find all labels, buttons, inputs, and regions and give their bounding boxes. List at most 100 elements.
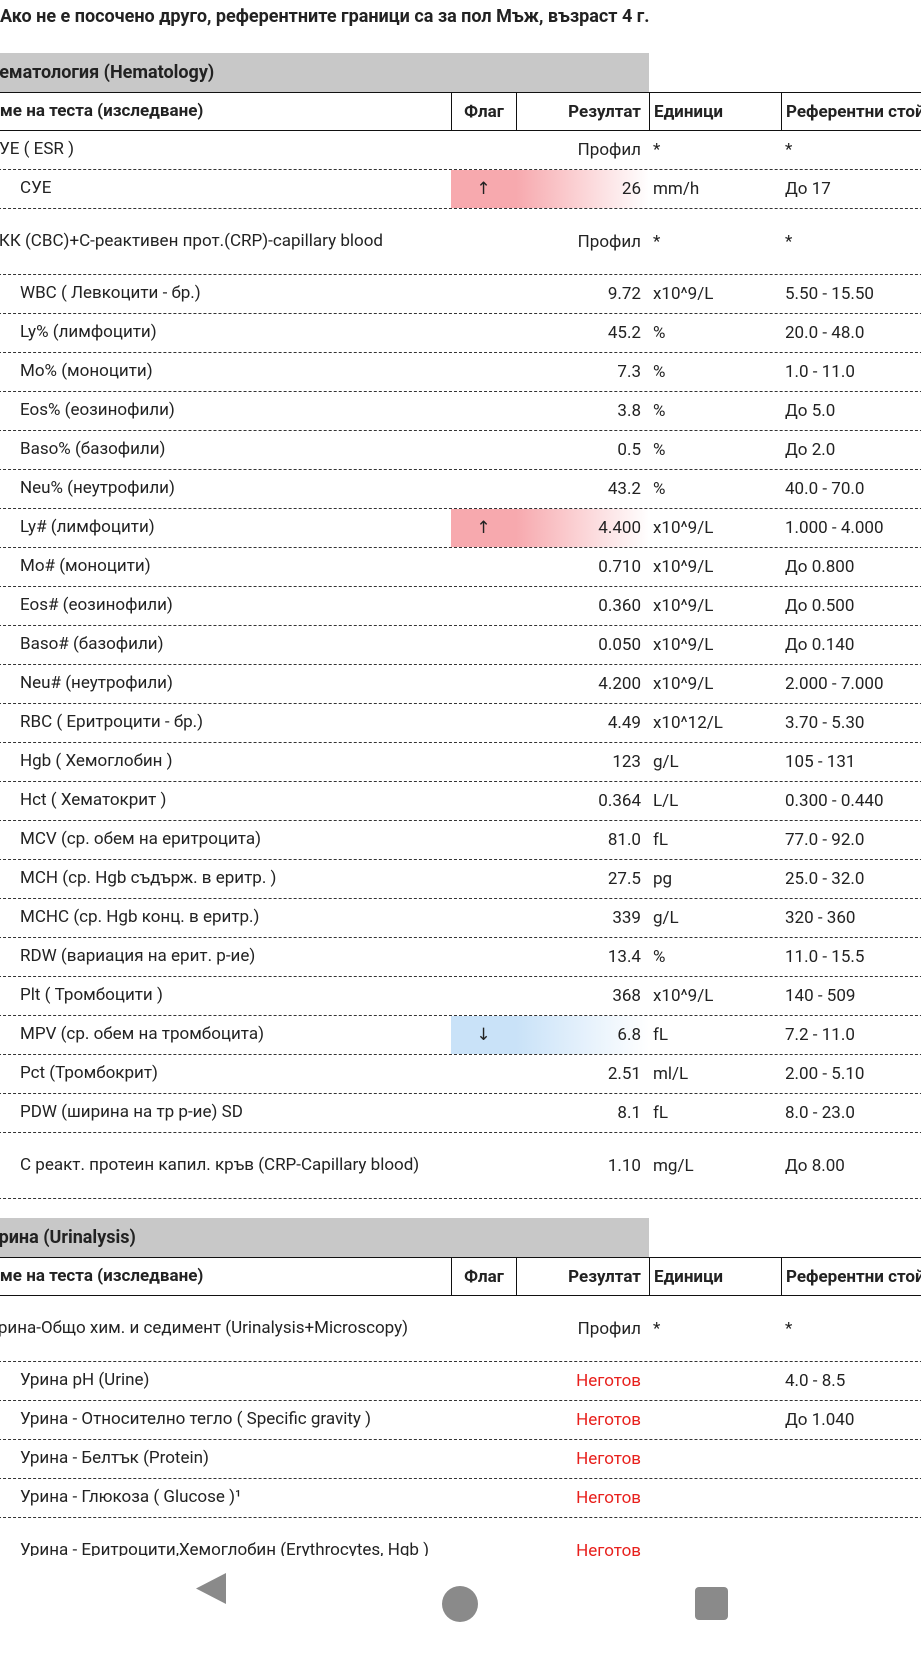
result: 4.400 bbox=[516, 509, 649, 547]
reference-range: 2.000 - 7.000 bbox=[785, 674, 884, 694]
result-row[interactable]: Ly# (лимфоцити) ↑ 4.400 x10^9/L 1.000 - 4.00… bbox=[0, 509, 921, 548]
test-name-text: RDW (вариация на ерит. р-ие) bbox=[20, 946, 256, 967]
reference-range: 2.00 - 5.10 bbox=[785, 1064, 865, 1084]
test-name: Eos# (еозинофили) bbox=[0, 587, 451, 625]
result: 1.10 bbox=[607, 1155, 641, 1176]
result-row[interactable]: Plt ( Тромбоцити ) 368 x10^9/L 140 - 509 bbox=[0, 977, 921, 1016]
recents-button[interactable] bbox=[695, 1587, 728, 1620]
units: mg/L bbox=[653, 1155, 694, 1176]
test-name-text: Pct (Тромбокрит) bbox=[20, 1063, 158, 1084]
test-name-text: Урина - Еритроцити,Хемоглобин (Erythrocy… bbox=[20, 1539, 430, 1556]
sections: Хематология (Hematology) Име на теста (из… bbox=[0, 53, 921, 1556]
result: Неготов bbox=[576, 1371, 641, 1391]
home-button[interactable] bbox=[442, 1586, 478, 1622]
result-row[interactable]: Pct (Тромбокрит) 2.51 ml/L 2.00 - 5.10 bbox=[0, 1055, 921, 1094]
reference-range: 140 - 509 bbox=[785, 986, 856, 1006]
result-row[interactable]: MPV (ср. обем на тромбоцита) ↓ 6.8 fL 7.2 - … bbox=[0, 1016, 921, 1055]
result-row[interactable]: PDW (ширина на тр р-ие) SD 8.1 fL 8.0 - 23.… bbox=[0, 1094, 921, 1133]
result-row[interactable]: Hct ( Хематокрит ) 0.364 L/L 0.300 - 0.440 bbox=[0, 782, 921, 821]
result-row[interactable]: С реакт. протеин капил. кръв (CRP-Capill… bbox=[0, 1133, 921, 1199]
reference-range: 3.70 - 5.30 bbox=[785, 713, 865, 733]
flag bbox=[451, 1094, 516, 1132]
test-name: MCHC (ср. Hgb конц. в еритр.) bbox=[0, 899, 451, 937]
test-name-text: ККК (CBC)+С-реактивен прот.(CRP)-capilla… bbox=[0, 230, 383, 251]
result-row[interactable]: Урина - Белтък (Protein) Неготов bbox=[0, 1440, 921, 1479]
result-row[interactable]: Mo% (моноцити) 7.3% 1.0 - 11.0 bbox=[0, 353, 921, 392]
result: 9.72 bbox=[607, 284, 641, 304]
flag bbox=[451, 275, 516, 313]
flag bbox=[451, 1362, 516, 1400]
result-row[interactable]: Hgb ( Хемоглобин ) 123 g/L 105 - 131 bbox=[0, 743, 921, 782]
reference-range: До 0.800 bbox=[785, 557, 855, 577]
result: Профил bbox=[577, 1318, 641, 1339]
units bbox=[649, 1479, 781, 1517]
test-name-text: СУЕ ( ESR ) bbox=[0, 139, 75, 160]
reference-range bbox=[781, 1518, 921, 1556]
result-row[interactable]: ККК (CBC)+С-реактивен прот.(CRP)-capilla… bbox=[0, 209, 921, 275]
result-row[interactable]: Урина - Относително тегло ( Specific gra… bbox=[0, 1401, 921, 1440]
result-row[interactable]: Baso% (базофили) 0.5% До 2.0 bbox=[0, 431, 921, 470]
result-row[interactable]: WBC ( Левкоцити - бр.) 9.72 x10^9/L 5.50 - … bbox=[0, 275, 921, 314]
flag bbox=[451, 1479, 516, 1517]
units: % bbox=[653, 947, 666, 967]
result: Неготов bbox=[576, 1488, 641, 1508]
test-name: Mo# (моноцити) bbox=[0, 548, 451, 586]
result-row[interactable]: MCV (ср. обем на еритроцита) 81.0 fL 77.0 -… bbox=[0, 821, 921, 860]
result-row[interactable]: RBC ( Еритроцити - бр.) 4.49 x10^12/L 3.70 … bbox=[0, 704, 921, 743]
flag bbox=[451, 665, 516, 703]
reference-range: 11.0 - 15.5 bbox=[785, 947, 865, 967]
result-row[interactable]: СУЕ ↑ 26 mm/h До 17 bbox=[0, 170, 921, 209]
result-row[interactable]: Baso# (базофили) 0.050 x10^9/L До 0.140 bbox=[0, 626, 921, 665]
result-row[interactable]: Eos% (еозинофили) 3.8% До 5.0 bbox=[0, 392, 921, 431]
test-name: Hct ( Хематокрит ) bbox=[0, 782, 451, 820]
test-name-text: Ly% (лимфоцити) bbox=[20, 322, 157, 343]
test-name-text: Урина-Общо хим. и седимент (Urinalysis+M… bbox=[0, 1317, 409, 1338]
result-row[interactable]: Урина-Общо хим. и седимент (Urinalysis+M… bbox=[0, 1296, 921, 1362]
flag bbox=[451, 860, 516, 898]
test-name-text: Hct ( Хематокрит ) bbox=[20, 790, 167, 811]
units: x10^9/L bbox=[653, 518, 714, 538]
units bbox=[649, 1518, 781, 1556]
units: * bbox=[653, 140, 661, 160]
test-name-text: Baso% (базофили) bbox=[20, 439, 166, 460]
test-name: Mo% (моноцити) bbox=[0, 353, 451, 391]
reference-range: 1.000 - 4.000 bbox=[785, 518, 884, 538]
result: 0.5 bbox=[617, 440, 641, 460]
result-row[interactable]: MCHC (ср. Hgb конц. в еритр.) 339 g/L 320 -… bbox=[0, 899, 921, 938]
test-name: Урина - Белтък (Protein) bbox=[0, 1440, 451, 1478]
result-row[interactable]: Ly% (лимфоцити) 45.2% 20.0 - 48.0 bbox=[0, 314, 921, 353]
flag bbox=[451, 626, 516, 664]
test-name-text: Plt ( Тромбоцити ) bbox=[20, 985, 163, 1006]
flag bbox=[451, 1296, 516, 1361]
result-row[interactable]: MCH (ср. Hgb съдърж. в еритр. ) 27.5 pg 25.… bbox=[0, 860, 921, 899]
flag bbox=[451, 938, 516, 976]
test-name: Plt ( Тромбоцити ) bbox=[0, 977, 451, 1015]
test-name: СУЕ bbox=[0, 170, 451, 208]
back-button[interactable] bbox=[196, 1573, 226, 1604]
result: 0.364 bbox=[598, 791, 641, 811]
result-row[interactable]: Neu# (неутрофили) 4.200 x10^9/L 2.000 - 7.0… bbox=[0, 665, 921, 704]
flag bbox=[451, 977, 516, 1015]
test-name: Neu# (неутрофили) bbox=[0, 665, 451, 703]
result-row[interactable]: Mo# (моноцити) 0.710 x10^9/L До 0.800 bbox=[0, 548, 921, 587]
units: x10^9/L bbox=[653, 284, 714, 304]
flag bbox=[451, 743, 516, 781]
result-row[interactable]: Eos# (еозинофили) 0.360 x10^9/L До 0.500 bbox=[0, 587, 921, 626]
result-row[interactable]: RDW (вариация на ерит. р-ие) 13.4% 11.0 - … bbox=[0, 938, 921, 977]
result-row[interactable]: Урина - Еритроцити,Хемоглобин (Erythrocy… bbox=[0, 1518, 921, 1556]
flag: ↑ bbox=[451, 509, 516, 547]
flag bbox=[451, 353, 516, 391]
reference-range: * bbox=[785, 231, 793, 252]
section-title: Урина (Urinalysis) bbox=[0, 1218, 649, 1257]
test-name-text: Hgb ( Хемоглобин ) bbox=[20, 751, 173, 772]
result-row[interactable]: Урина pH (Urine) Неготов 4.0 - 8.5 bbox=[0, 1362, 921, 1401]
flag bbox=[451, 209, 516, 274]
result-row[interactable]: Neu% (неутрофили) 43.2% 40.0 - 70.0 bbox=[0, 470, 921, 509]
reference-range: До 0.500 bbox=[785, 596, 855, 616]
flag bbox=[451, 1401, 516, 1439]
test-name-text: Baso# (базофили) bbox=[20, 634, 164, 655]
result: Неготов bbox=[576, 1540, 641, 1557]
result-row[interactable]: СУЕ ( ESR ) Профил * * bbox=[0, 131, 921, 170]
result-row[interactable]: Урина - Глюкоза ( Glucose )¹ Неготов bbox=[0, 1479, 921, 1518]
